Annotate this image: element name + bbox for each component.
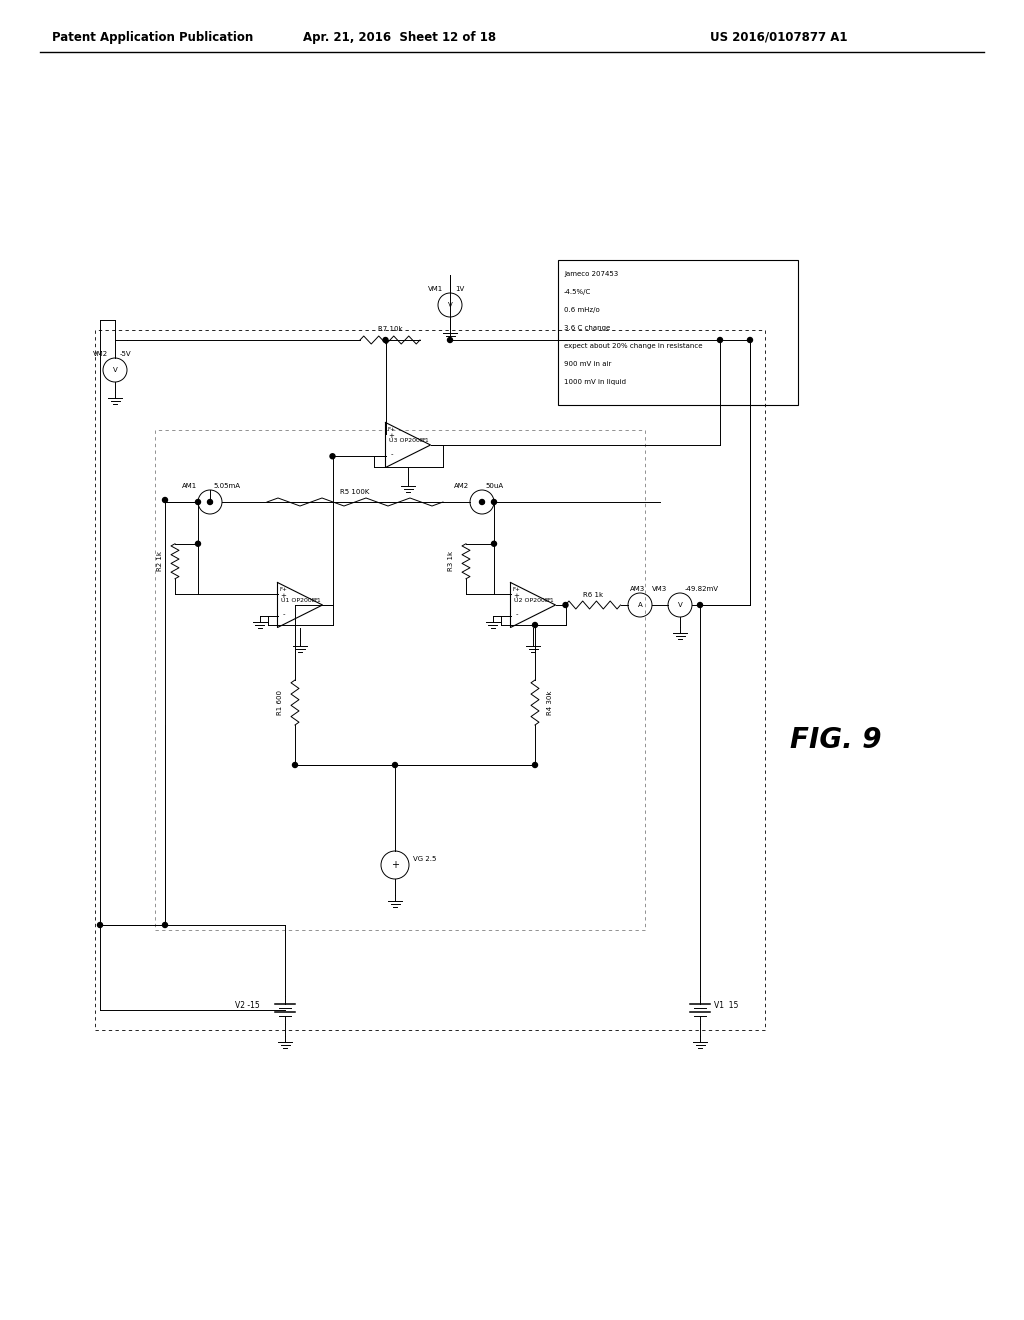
Circle shape (330, 454, 335, 459)
Text: 1V: 1V (455, 286, 464, 292)
Circle shape (163, 498, 168, 503)
Text: +: + (388, 433, 394, 438)
Text: F+: F+ (387, 428, 395, 432)
Text: V2 -15: V2 -15 (234, 1002, 260, 1011)
Text: F1: F1 (548, 598, 554, 603)
Text: AM1: AM1 (182, 483, 198, 488)
Circle shape (163, 923, 168, 928)
Text: Apr. 21, 2016  Sheet 12 of 18: Apr. 21, 2016 Sheet 12 of 18 (303, 30, 497, 44)
Text: -: - (390, 451, 393, 457)
Text: R7 10k: R7 10k (378, 326, 402, 333)
Text: FIG. 9: FIG. 9 (790, 726, 882, 754)
Circle shape (97, 923, 102, 928)
Circle shape (383, 338, 388, 342)
Circle shape (492, 499, 497, 504)
Bar (95, 330, 765, 1030)
Circle shape (479, 499, 484, 504)
Text: 1000 mV in liquid: 1000 mV in liquid (564, 379, 626, 385)
Text: 50uA: 50uA (485, 483, 503, 488)
Circle shape (196, 499, 201, 504)
Text: F1: F1 (423, 438, 429, 444)
Text: VM3: VM3 (652, 586, 668, 591)
Circle shape (532, 623, 538, 627)
Text: Patent Application Publication: Patent Application Publication (52, 30, 253, 44)
Text: expect about 20% change in resistance: expect about 20% change in resistance (564, 343, 702, 348)
Text: U2 OP200E: U2 OP200E (514, 598, 549, 603)
Text: 0.6 mHz/o: 0.6 mHz/o (564, 308, 600, 313)
Text: R4 30k: R4 30k (547, 690, 553, 714)
Text: F+: F+ (512, 587, 520, 593)
Text: V: V (113, 367, 118, 374)
Text: 5.05mA: 5.05mA (213, 483, 240, 488)
Text: A: A (479, 499, 484, 506)
Text: -5V: -5V (120, 351, 132, 356)
Text: -49.82mV: -49.82mV (685, 586, 719, 591)
Circle shape (196, 541, 201, 546)
Text: -4.5%/C: -4.5%/C (564, 289, 591, 294)
Text: V: V (678, 602, 682, 609)
Circle shape (208, 499, 213, 504)
Text: R3 1k: R3 1k (449, 552, 454, 572)
Bar (558, 260, 798, 405)
Text: +: + (514, 593, 519, 599)
Circle shape (748, 338, 753, 342)
Text: A: A (208, 499, 212, 506)
Text: 900 mV in air: 900 mV in air (564, 360, 611, 367)
Text: F1: F1 (314, 598, 322, 603)
Text: U1 OP200E: U1 OP200E (281, 598, 315, 603)
Text: US 2016/0107877 A1: US 2016/0107877 A1 (710, 30, 848, 44)
Circle shape (447, 338, 453, 342)
Text: R1 600: R1 600 (278, 690, 283, 715)
Circle shape (392, 763, 397, 767)
Text: VM2: VM2 (93, 351, 109, 356)
Text: AM3: AM3 (631, 586, 645, 591)
Text: F+: F+ (280, 587, 288, 593)
Text: Jameco 207453: Jameco 207453 (564, 271, 618, 277)
Text: R6 1k: R6 1k (583, 591, 603, 598)
Text: +: + (281, 593, 287, 599)
Text: VM1: VM1 (428, 286, 443, 292)
Text: VG 2.5: VG 2.5 (413, 855, 436, 862)
Text: +: + (391, 861, 399, 870)
Text: 3.6 C change: 3.6 C change (564, 325, 610, 331)
Text: R5 100K: R5 100K (340, 488, 370, 495)
Circle shape (532, 763, 538, 767)
Circle shape (492, 541, 497, 546)
Text: AM2: AM2 (454, 483, 469, 488)
Text: R2 1k: R2 1k (157, 552, 163, 572)
Text: -: - (515, 611, 518, 618)
Circle shape (563, 602, 568, 607)
Circle shape (697, 602, 702, 607)
Text: U3 OP200E: U3 OP200E (389, 438, 423, 444)
Circle shape (718, 338, 723, 342)
Text: A: A (638, 602, 642, 609)
Text: V: V (447, 302, 453, 308)
Text: V1  15: V1 15 (714, 1002, 738, 1011)
Text: -: - (283, 611, 285, 618)
Circle shape (293, 763, 298, 767)
Bar (155, 430, 645, 931)
